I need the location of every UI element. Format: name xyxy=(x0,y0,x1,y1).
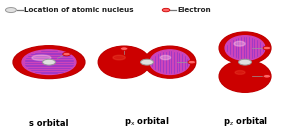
Ellipse shape xyxy=(13,46,85,79)
Circle shape xyxy=(162,8,170,12)
Ellipse shape xyxy=(22,50,76,75)
Circle shape xyxy=(239,59,251,65)
Text: p$_\mathrm{x}$ orbital: p$_\mathrm{x}$ orbital xyxy=(124,115,170,128)
Ellipse shape xyxy=(225,36,265,60)
Ellipse shape xyxy=(99,47,149,77)
Ellipse shape xyxy=(220,33,270,63)
Circle shape xyxy=(263,46,271,50)
Ellipse shape xyxy=(145,47,195,77)
Text: Electron: Electron xyxy=(178,7,211,13)
Ellipse shape xyxy=(98,46,150,78)
Circle shape xyxy=(63,52,70,56)
Circle shape xyxy=(141,59,153,65)
Circle shape xyxy=(188,60,196,64)
Text: Location of atomic nucleus: Location of atomic nucleus xyxy=(24,7,134,13)
Text: s orbital: s orbital xyxy=(29,119,69,128)
Ellipse shape xyxy=(144,46,196,78)
Circle shape xyxy=(43,59,55,65)
Ellipse shape xyxy=(234,41,245,46)
Text: p$_\mathrm{z}$ orbital: p$_\mathrm{z}$ orbital xyxy=(223,115,268,128)
Ellipse shape xyxy=(113,55,125,60)
Ellipse shape xyxy=(160,55,171,60)
Ellipse shape xyxy=(220,61,270,92)
Ellipse shape xyxy=(235,70,245,74)
Ellipse shape xyxy=(14,46,83,78)
Ellipse shape xyxy=(32,55,51,60)
Circle shape xyxy=(263,75,271,78)
Ellipse shape xyxy=(219,32,271,64)
Circle shape xyxy=(6,8,16,13)
Ellipse shape xyxy=(150,50,190,74)
Ellipse shape xyxy=(219,60,271,92)
Circle shape xyxy=(120,47,128,50)
